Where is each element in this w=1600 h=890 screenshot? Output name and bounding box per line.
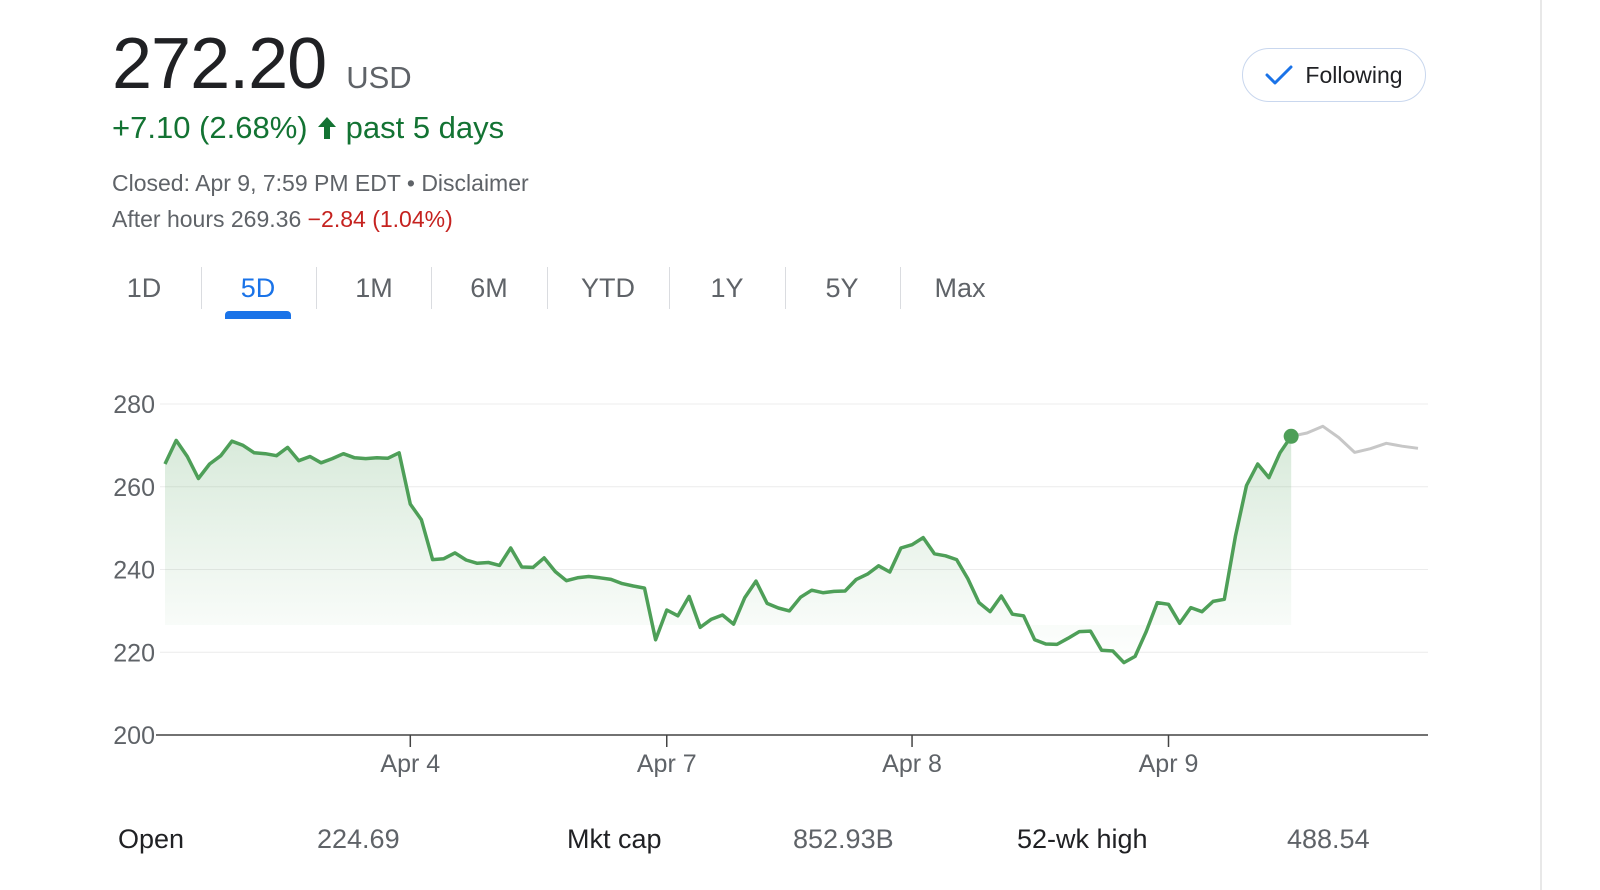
stat-value-open: 224.69 (317, 824, 400, 854)
after-hours-change: −2.84 (1.04%) (307, 206, 453, 232)
x-tick-label: Apr 7 (637, 750, 697, 778)
tab-5y[interactable]: 5Y (825, 272, 859, 303)
after-hours-line (1290, 424, 1419, 454)
change-period: past 5 days (345, 110, 505, 145)
change-value: +7.10 (2.68%) (112, 110, 308, 145)
x-tick-label: Apr 4 (380, 750, 440, 778)
key-stats: Open 224.69 Mkt cap 852.93B 52-wk high 4… (0, 824, 1600, 864)
closed-status: Closed: Apr 9, 7:59 PM EDT • Disclaimer (112, 170, 529, 196)
tab-divider (547, 267, 548, 309)
tab-divider (900, 267, 901, 309)
following-button[interactable]: Following (1242, 48, 1426, 102)
tab-1m[interactable]: 1M (355, 272, 393, 303)
after-hours-price: After hours 269.36 (112, 206, 302, 232)
y-tick-label: 220 (113, 639, 155, 667)
y-tick-label: 280 (113, 391, 155, 419)
tab-1y[interactable]: 1Y (710, 272, 744, 303)
tab-ytd[interactable]: YTD (581, 272, 635, 303)
tab-divider (316, 267, 317, 309)
stat-value-52wk-high: 488.54 (1287, 824, 1370, 854)
check-icon (1265, 64, 1293, 86)
x-tick-label: Apr 8 (882, 750, 942, 778)
active-tab-indicator (225, 311, 291, 319)
price-change: +7.10 (2.68%) past 5 days (112, 110, 504, 146)
arrow-up-icon (316, 115, 338, 141)
stat-label-52wk-high: 52-wk high (1017, 824, 1148, 854)
tab-divider (431, 267, 432, 309)
x-tick-label: Apr 9 (1139, 750, 1199, 778)
following-label: Following (1305, 61, 1403, 88)
stat-value-mkt-cap: 852.93B (793, 824, 894, 854)
tab-divider (785, 267, 786, 309)
stat-label-open: Open (118, 824, 185, 854)
tab-1d[interactable]: 1D (126, 272, 162, 303)
y-tick-label: 200 (113, 722, 155, 750)
tab-6m[interactable]: 6M (470, 272, 508, 303)
tab-5d[interactable]: 5D (240, 272, 276, 303)
tab-divider (201, 267, 202, 309)
currency-label: USD (346, 60, 412, 95)
tab-max[interactable]: Max (934, 272, 986, 303)
quote-header: 272.20 USD (112, 22, 412, 106)
stat-label-mkt-cap: Mkt cap (567, 824, 662, 854)
current-price-point (1283, 428, 1299, 444)
current-price: 272.20 (112, 24, 327, 104)
tab-divider (669, 267, 670, 309)
after-hours-status: After hours 269.36 −2.84 (1.04%) (112, 206, 453, 233)
price-line (163, 435, 1293, 665)
y-tick-label: 240 (113, 557, 155, 585)
price-chart[interactable]: 280 260 240 220 200 Apr 4 Apr 7 Apr 8 Apr 9 (0, 370, 1460, 790)
price-area (165, 436, 1292, 663)
right-edge-border (1540, 0, 1542, 890)
y-tick-label: 260 (113, 474, 155, 502)
